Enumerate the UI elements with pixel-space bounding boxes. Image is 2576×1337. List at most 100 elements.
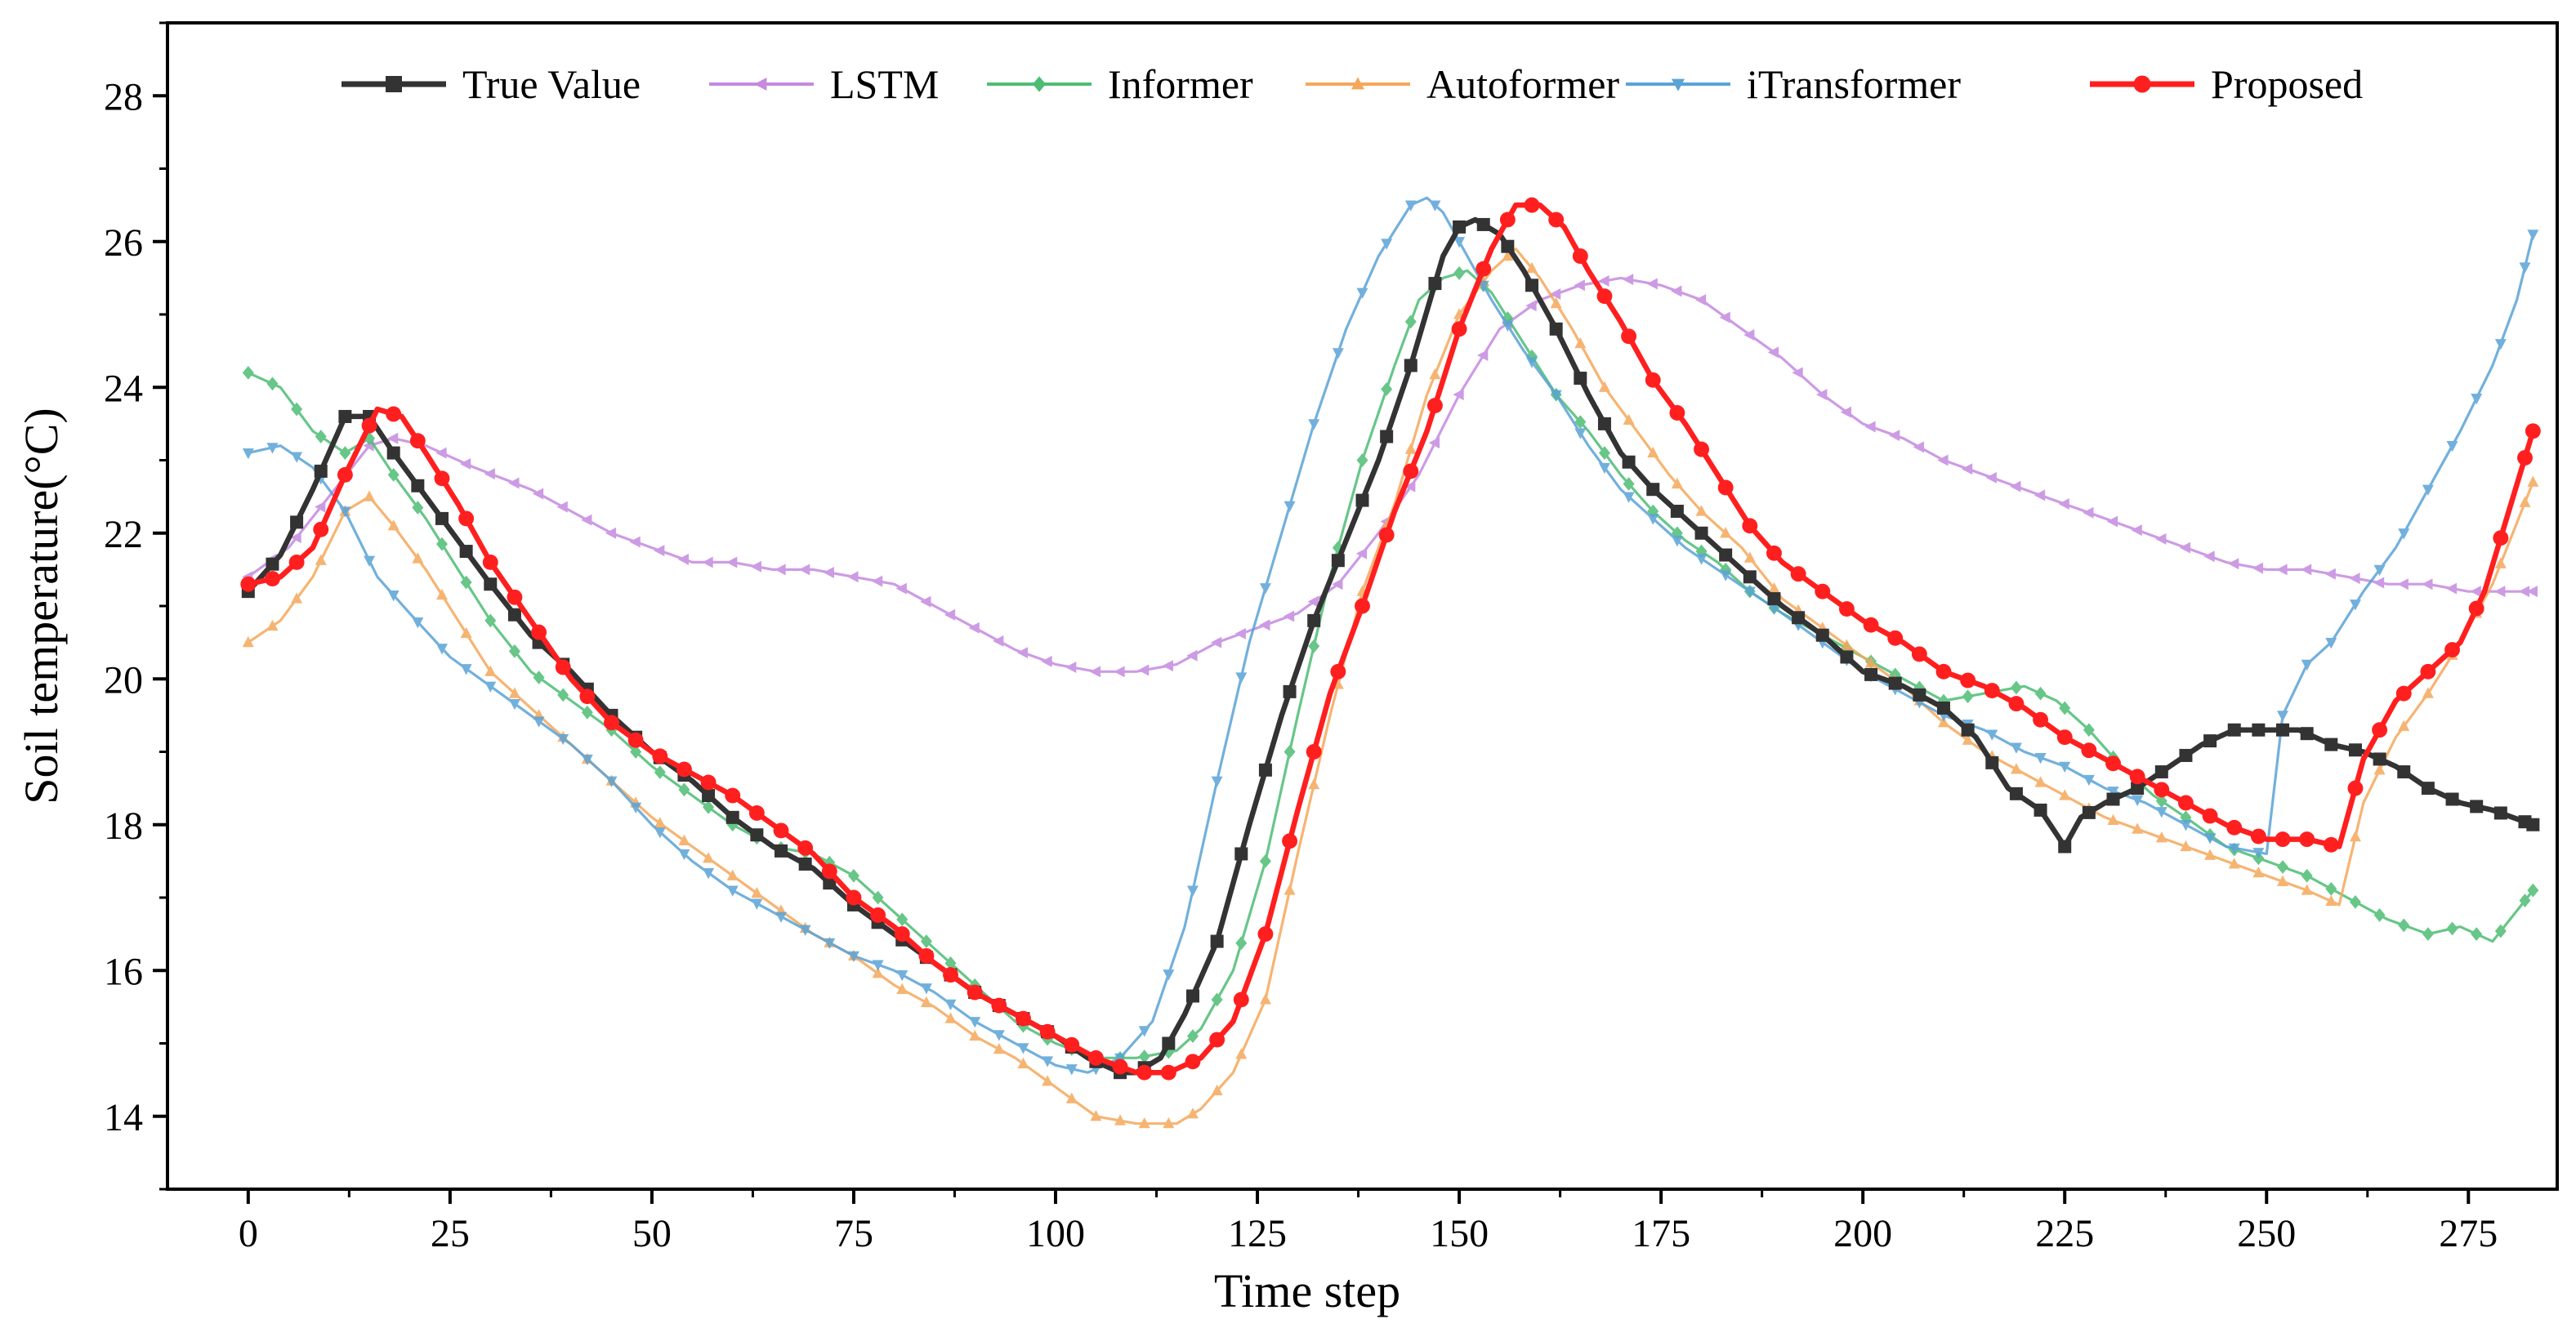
data-point-autoformer [412, 552, 424, 564]
data-point-itransformer [387, 591, 400, 602]
data-point-proposed [1451, 321, 1467, 337]
data-point-autoformer [1017, 1057, 1029, 1069]
data-point-itransformer [775, 911, 788, 923]
data-point-autoformer [2010, 763, 2022, 774]
data-point-informer [847, 868, 859, 883]
data-point-autoformer [1647, 446, 1659, 458]
data-point-itransformer [508, 698, 520, 711]
data-point-lstm [1259, 619, 1270, 631]
data-point-autoformer [460, 626, 472, 639]
data-point-informer [1598, 446, 1610, 460]
data-point-lstm [2494, 586, 2506, 598]
data-point-informer [2010, 680, 2022, 695]
data-point-lstm [2445, 582, 2458, 595]
data-point-true-value [386, 446, 400, 460]
legend-marker [754, 78, 767, 91]
data-point-itransformer [2325, 638, 2337, 649]
data-point-itransformer [1429, 200, 1441, 212]
data-point-itransformer [435, 644, 448, 655]
data-point-true-value [1574, 372, 1587, 386]
data-point-proposed [1185, 1054, 1201, 1070]
y-tick-label: 16 [104, 950, 143, 993]
legend-label: LSTM [830, 61, 939, 107]
data-point-true-value [1597, 417, 1611, 430]
data-point-true-value [2034, 803, 2047, 817]
data-point-proposed [2323, 836, 2339, 853]
data-point-proposed [1378, 527, 1395, 543]
data-point-lstm [2106, 515, 2118, 528]
data-point-lstm [1840, 406, 1852, 418]
data-point-proposed [555, 659, 571, 675]
data-point-lstm [750, 560, 761, 573]
x-tick-label: 100 [1026, 1212, 1085, 1255]
data-point-true-value [2154, 765, 2168, 779]
data-point-proposed [2129, 769, 2145, 785]
data-point-proposed [1499, 212, 1516, 228]
legend-item-informer: Informer [987, 61, 1253, 107]
series-itransformer [242, 196, 2539, 1076]
data-point-true-value [1355, 493, 1369, 507]
data-point-proposed [1766, 545, 1782, 561]
data-point-true-value [1961, 723, 1975, 737]
data-point-itransformer [678, 849, 690, 861]
data-point-true-value [750, 828, 764, 842]
data-point-informer [266, 377, 279, 391]
data-point-itransformer [2527, 230, 2539, 241]
data-point-lstm [484, 468, 495, 480]
series-proposed [240, 197, 2541, 1081]
legend-item-true-value: True Value [342, 61, 641, 107]
data-point-autoformer [2494, 557, 2507, 568]
data-point-proposed [2372, 722, 2388, 738]
data-point-itransformer [1743, 586, 1756, 598]
data-point-itransformer [1986, 729, 1998, 741]
data-point-proposed [1911, 646, 1927, 662]
data-point-true-value [2203, 734, 2217, 748]
data-point-lstm [2373, 577, 2385, 589]
data-point-lstm [798, 564, 810, 576]
data-point-itransformer [1695, 554, 1708, 565]
data-point-proposed [1209, 1032, 1225, 1048]
data-point-true-value [2082, 805, 2096, 819]
data-point-informer [242, 366, 254, 380]
data-point-autoformer [2373, 764, 2386, 775]
data-point-true-value [1210, 934, 1224, 948]
data-point-lstm [1162, 660, 1173, 672]
data-point-proposed [482, 555, 498, 570]
data-point-true-value [2131, 782, 2145, 796]
data-point-proposed [2105, 755, 2121, 772]
data-point-lstm [726, 556, 738, 568]
data-point-informer [2083, 723, 2095, 738]
data-point-true-value [1815, 628, 1829, 642]
data-point-autoformer [2204, 849, 2217, 860]
data-point-lstm [1961, 463, 1973, 475]
data-point-itransformer [1138, 1026, 1150, 1037]
data-point-true-value [1888, 676, 1902, 690]
data-point-autoformer [364, 490, 376, 501]
data-point-informer [2034, 686, 2047, 701]
legend-label: True Value [462, 61, 641, 107]
data-point-itransformer [703, 868, 715, 880]
data-point-informer [2349, 894, 2361, 909]
data-point-informer [1381, 382, 1393, 396]
data-point-itransformer [1526, 357, 1538, 368]
data-point-proposed [2525, 423, 2541, 439]
data-point-autoformer [2422, 687, 2434, 698]
data-point-informer [508, 644, 520, 658]
y-tick-label: 22 [104, 513, 143, 556]
data-point-autoformer [1211, 1084, 1223, 1096]
data-point-true-value [1258, 763, 1272, 777]
legend-item-itransformer: iTransformer [1626, 61, 1961, 107]
data-point-autoformer [1308, 778, 1320, 790]
data-point-itransformer [557, 733, 569, 746]
data-point-lstm [290, 532, 301, 544]
data-point-autoformer [1502, 249, 1514, 261]
data-point-informer [1259, 853, 1271, 868]
data-point-itransformer [2446, 441, 2458, 452]
data-point-proposed [1863, 617, 1879, 633]
data-point-proposed [288, 555, 305, 570]
x-tick-label: 125 [1228, 1212, 1287, 1255]
data-point-itransformer [1404, 200, 1417, 212]
data-point-autoformer [678, 834, 690, 845]
y-tick-label: 20 [104, 658, 143, 702]
data-point-autoformer [508, 687, 520, 698]
